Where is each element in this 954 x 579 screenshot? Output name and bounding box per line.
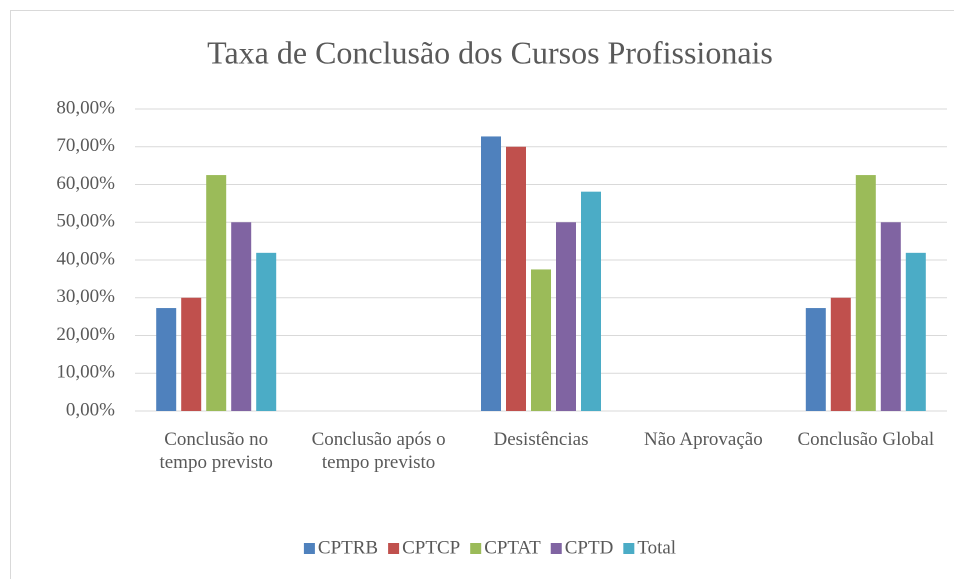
bar (556, 222, 576, 411)
legend-swatch (303, 543, 315, 554)
x-tick-label: Conclusão no tempo previsto (159, 429, 273, 473)
bar (805, 308, 826, 411)
bar (905, 252, 926, 411)
bar (880, 222, 901, 411)
bar (206, 175, 227, 411)
legend-swatch (470, 543, 482, 554)
legend-swatch (550, 543, 562, 554)
legend-label: CPTAT (484, 537, 541, 558)
y-tick-label: 20,00% (56, 324, 115, 345)
legend-swatch (388, 543, 400, 554)
bar (581, 191, 601, 411)
y-tick-label: 30,00% (56, 286, 115, 307)
x-tick-label: Não Aprovação (644, 429, 763, 450)
y-tick-label: 0,00% (66, 399, 115, 420)
bar (506, 146, 526, 411)
bar (256, 252, 277, 411)
legend-label: CPTRB (318, 537, 378, 558)
chart-title: Taxa de Conclusão dos Cursos Profissiona… (207, 34, 773, 70)
y-tick-label: 80,00% (56, 97, 115, 118)
legend-swatch (623, 543, 635, 554)
x-tick-label: Conclusão após o tempo previsto (311, 429, 446, 473)
bar (531, 269, 551, 411)
legend-label: CPTCP (402, 537, 460, 558)
x-tick-label: Desistências (493, 429, 589, 450)
y-tick-label: 70,00% (56, 135, 115, 156)
bar (855, 175, 876, 411)
legend-label: CPTD (565, 537, 614, 558)
bar (156, 308, 177, 411)
y-tick-label: 10,00% (56, 362, 115, 383)
legend-label: Total (637, 537, 676, 558)
bar (481, 136, 501, 411)
bar (231, 222, 252, 411)
y-tick-label: 60,00% (56, 173, 115, 194)
y-tick-label: 40,00% (56, 248, 115, 269)
x-tick-label: Conclusão Global (797, 429, 935, 450)
bar (830, 297, 851, 411)
bar (181, 297, 202, 411)
y-tick-label: 50,00% (56, 211, 115, 232)
